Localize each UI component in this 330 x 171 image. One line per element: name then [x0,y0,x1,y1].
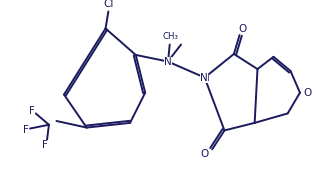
Text: F: F [23,125,29,135]
Text: F: F [29,106,35,116]
Text: CH₃: CH₃ [163,32,179,42]
Text: O: O [238,24,247,34]
Text: N: N [164,57,172,67]
Text: Cl: Cl [103,0,114,9]
Text: O: O [303,88,312,98]
Text: N: N [200,73,208,83]
Text: N: N [202,73,210,83]
Text: F: F [42,140,48,150]
Text: N: N [164,57,172,67]
Text: O: O [201,149,209,159]
